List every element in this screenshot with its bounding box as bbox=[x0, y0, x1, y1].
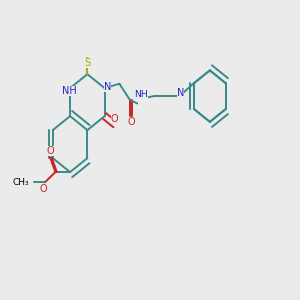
Text: N: N bbox=[103, 82, 111, 92]
Text: S: S bbox=[84, 58, 90, 68]
Text: O: O bbox=[46, 146, 54, 156]
Text: O: O bbox=[39, 184, 47, 194]
Text: O: O bbox=[127, 117, 135, 127]
Text: CH₃: CH₃ bbox=[13, 178, 29, 187]
Text: O: O bbox=[111, 114, 118, 124]
Text: N: N bbox=[177, 88, 184, 98]
Text: NH: NH bbox=[62, 86, 76, 96]
Text: NH: NH bbox=[134, 90, 148, 99]
